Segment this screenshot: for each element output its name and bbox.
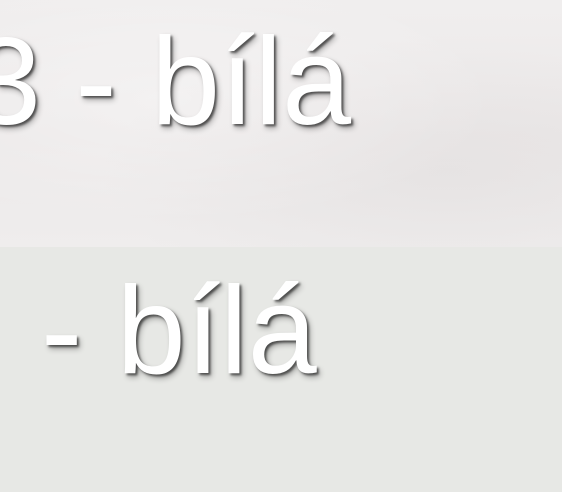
swatch-label-top: 3 - bílá — [0, 13, 352, 151]
swatch-band-bottom: - bílá — [0, 247, 562, 492]
swatch-band-top: 3 - bílá — [0, 0, 562, 247]
swatch-label-bottom: - bílá — [41, 262, 317, 400]
